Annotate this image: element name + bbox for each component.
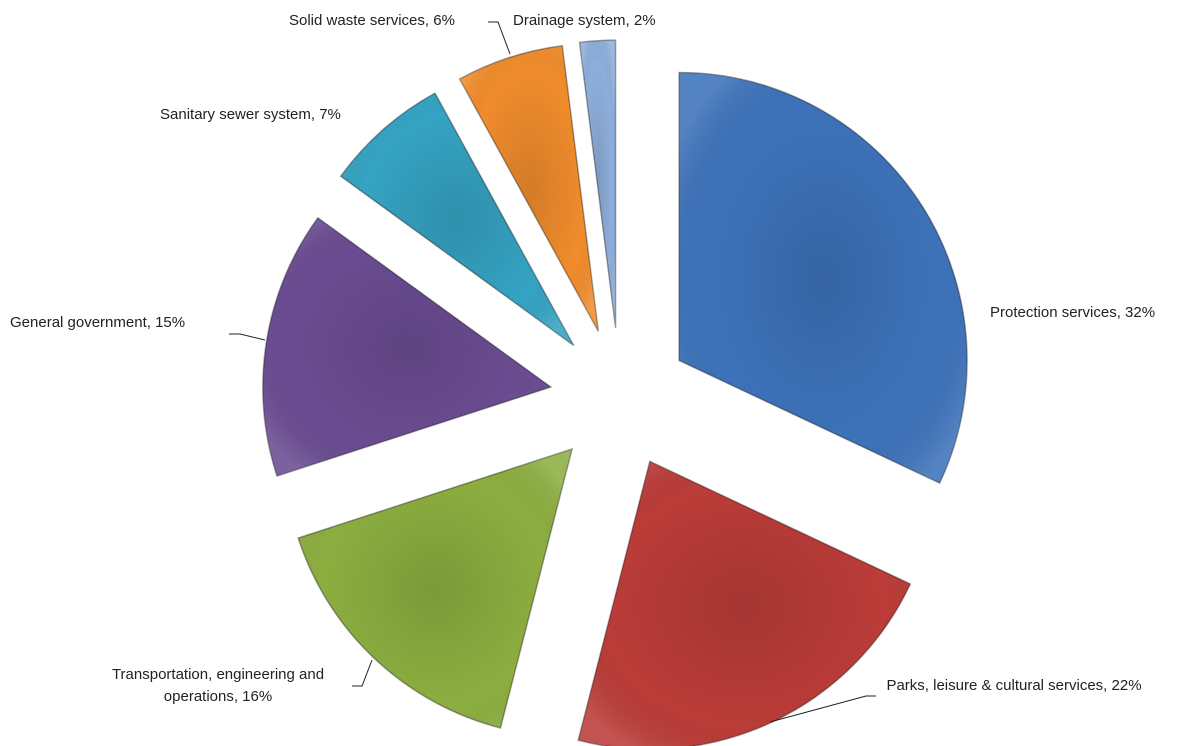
slices xyxy=(262,39,968,746)
slice-label: Sanitary sewer system, 7% xyxy=(160,106,341,123)
slice-label: General government, 15% xyxy=(10,314,186,331)
slice-label: Protection services, 32% xyxy=(990,304,1156,321)
leader-line xyxy=(229,333,266,341)
slice-label: Drainage system, 2% xyxy=(513,12,656,29)
leader-line xyxy=(769,695,876,723)
slice-label: Parks, leisure & cultural services, 22% xyxy=(886,677,1142,694)
pie-slice xyxy=(678,71,968,485)
slice-label: Transportation, engineering and operatio… xyxy=(111,666,325,705)
leader-lines xyxy=(229,21,876,723)
pie-slice xyxy=(577,460,912,746)
slice-label: Solid waste services, 6% xyxy=(289,12,455,29)
leader-line xyxy=(352,659,373,687)
leader-line xyxy=(488,21,511,55)
